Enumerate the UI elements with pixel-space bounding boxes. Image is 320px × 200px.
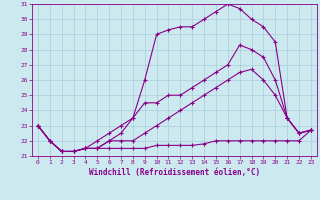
X-axis label: Windchill (Refroidissement éolien,°C): Windchill (Refroidissement éolien,°C): [89, 168, 260, 177]
